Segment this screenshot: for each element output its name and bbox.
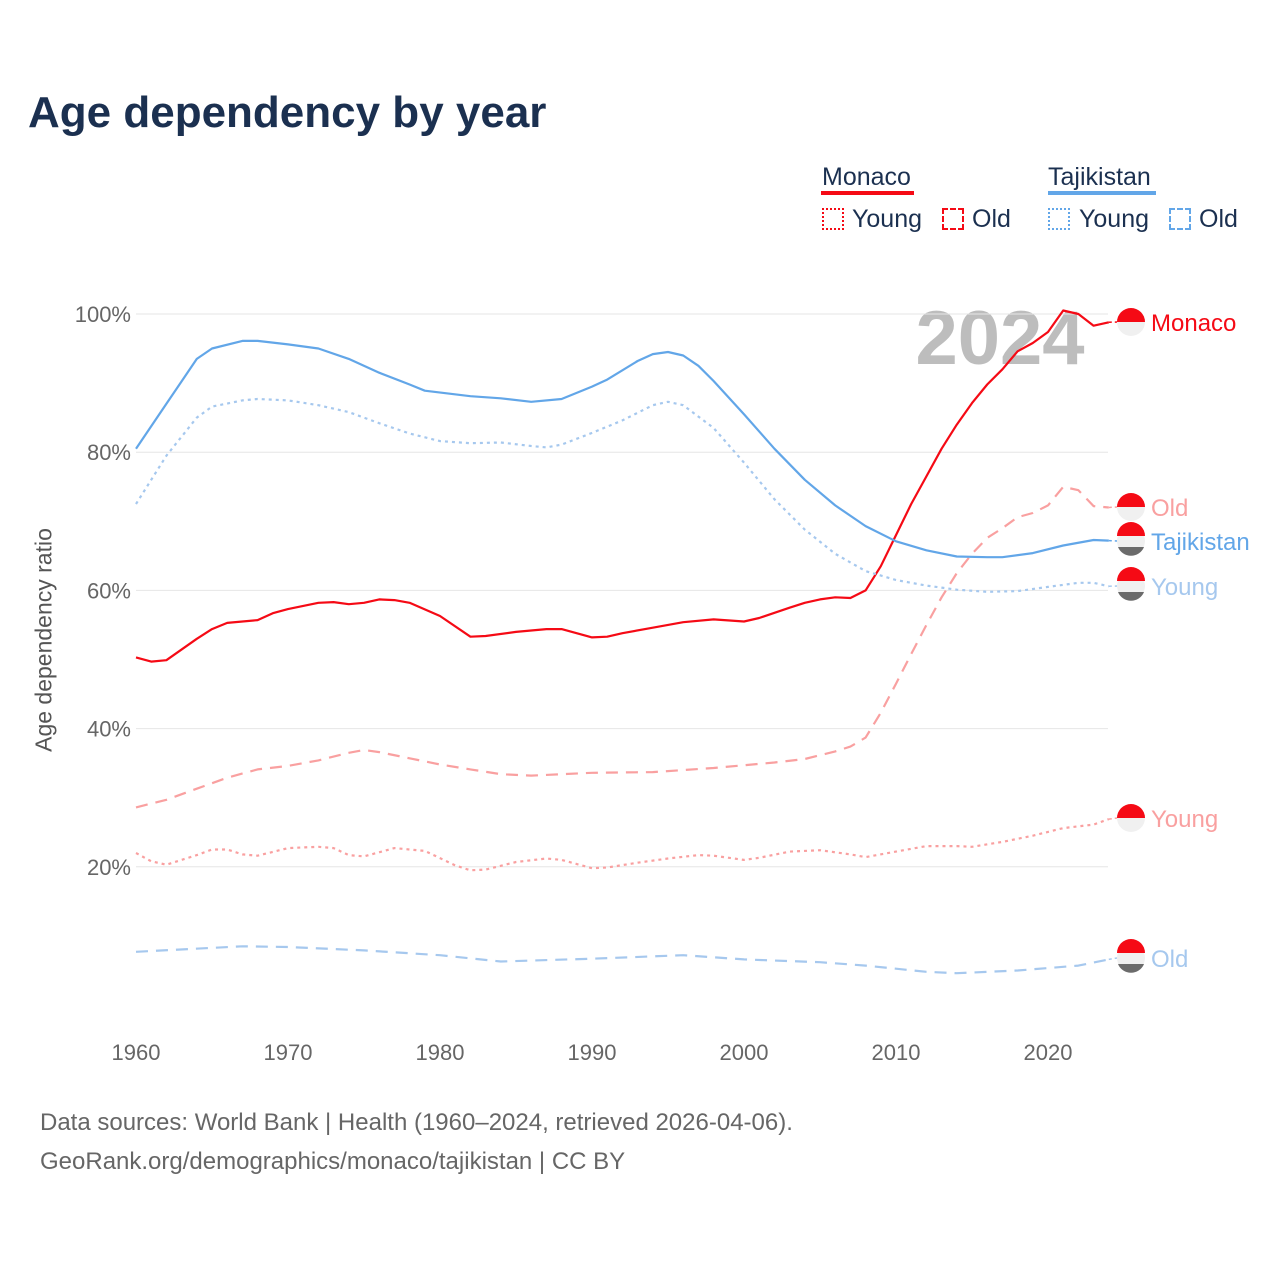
- series-end-label: Old: [1151, 946, 1188, 973]
- label-connector: [1108, 957, 1118, 961]
- series-end-label: Monaco: [1151, 310, 1236, 337]
- flag-red-band: [1117, 567, 1145, 581]
- x-tick-label: 2000: [720, 1040, 769, 1065]
- series-end-label: Tajikistan: [1151, 529, 1250, 556]
- flag-red-band: [1117, 804, 1145, 818]
- legend-group-tajikistan[interactable]: Tajikistan: [1048, 163, 1151, 191]
- series-line-tajikistan: [135, 339, 1109, 559]
- x-tick-label: 2020: [1024, 1040, 1073, 1065]
- footer-sources: Data sources: World Bank | Health (1960–…: [40, 1109, 793, 1136]
- y-tick-label: 40%: [87, 717, 131, 742]
- flag-red-band: [1117, 493, 1145, 507]
- flag-red-band: [1117, 522, 1145, 536]
- y-tick-label: 100%: [75, 302, 131, 327]
- flag-red-band: [1117, 308, 1145, 322]
- legend-monaco-underline: [821, 191, 914, 195]
- series-line-monaco-old: [135, 485, 1109, 809]
- flag-red-band: [1117, 939, 1145, 953]
- series-end-label: Old: [1151, 495, 1188, 522]
- series-line-tajikistan-old: [135, 945, 1110, 975]
- year-watermark: 2024: [915, 296, 1084, 381]
- y-tick-label: 80%: [87, 440, 131, 465]
- legend-tajikistan-young[interactable]: Young: [1079, 205, 1149, 233]
- legend-swatch-dotted: [1048, 208, 1070, 230]
- label-connector: [1108, 817, 1118, 820]
- y-tick-label: 60%: [87, 578, 131, 603]
- legend-swatch-dashed: [942, 208, 964, 230]
- y-tick-label: 20%: [87, 855, 131, 880]
- flag-green-band: [1118, 964, 1144, 973]
- chart-title: Age dependency by year: [28, 88, 547, 137]
- legend-swatch-dashed: [1169, 208, 1191, 230]
- x-tick-label: 1960: [112, 1040, 161, 1065]
- series-line-monaco-young: [135, 818, 1110, 872]
- flag-green-band: [1118, 592, 1144, 601]
- series-end-label: Young: [1151, 806, 1218, 833]
- x-tick-label: 1990: [568, 1040, 617, 1065]
- legend-group-monaco[interactable]: Monaco: [822, 163, 911, 191]
- legend-tajikistan-old[interactable]: Old: [1199, 205, 1238, 233]
- x-tick-label: 1980: [416, 1040, 465, 1065]
- x-tick-label: 1970: [264, 1040, 313, 1065]
- series-line-monaco: [135, 309, 1110, 663]
- series-line-tajikistan-young: [135, 397, 1110, 593]
- legend-swatch-dotted: [822, 208, 844, 230]
- x-tick-label: 2010: [872, 1040, 921, 1065]
- series-end-label: Young: [1151, 574, 1218, 601]
- footer-link[interactable]: GeoRank.org/demographics/monaco/tajikist…: [40, 1148, 626, 1175]
- flag-green-band: [1118, 547, 1144, 556]
- legend-monaco-young[interactable]: Young: [852, 205, 922, 233]
- legend-monaco-old[interactable]: Old: [972, 205, 1011, 233]
- legend-tajikistan-underline: [1048, 191, 1156, 195]
